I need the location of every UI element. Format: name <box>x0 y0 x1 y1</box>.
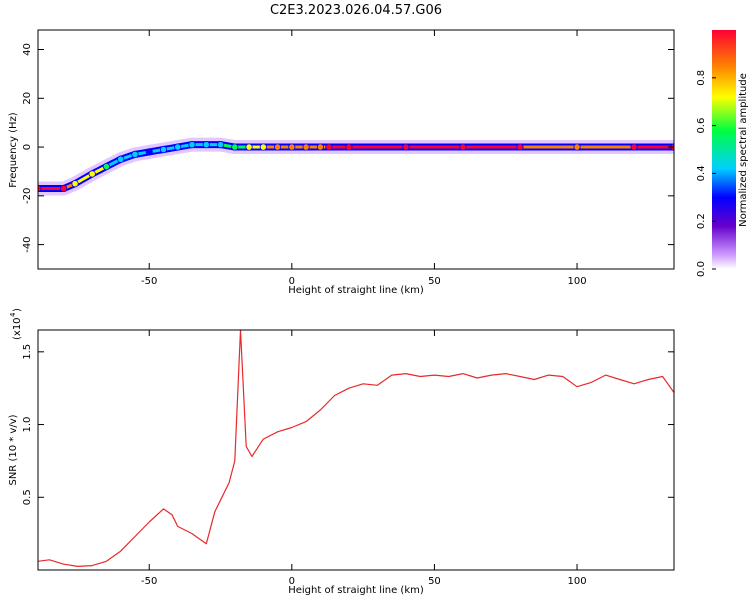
snr-x-tick-label: 0 <box>289 576 295 587</box>
spectrogram-x-axis-label: Height of straight line (km) <box>288 285 424 296</box>
snr-x-tick-label: 100 <box>567 576 586 587</box>
spectrogram-ridge-point <box>60 184 68 193</box>
spectrogram-y-tick-label: 0 <box>22 144 33 150</box>
snr-y-tick-label: 0.5 <box>22 489 33 505</box>
snr-plot-area <box>38 330 674 568</box>
spectrogram-ridge-point <box>174 143 182 151</box>
spectrogram-y-tick-label: -40 <box>22 236 33 252</box>
spectrogram-ridge-point <box>516 143 524 151</box>
spectrogram-y-tick-label: 40 <box>22 43 33 56</box>
snr-scale-note: (x10 4 ) <box>9 308 23 340</box>
snr-scale-exponent: 4 <box>9 312 17 317</box>
spectrogram-x-tick-label: 50 <box>428 276 441 287</box>
spectrogram-ridge-point <box>88 170 96 178</box>
spectrogram-ridge-point <box>159 145 168 154</box>
spectrogram-ridge-point <box>245 143 253 151</box>
snr-y-axis-label: SNR (10 * v/v) <box>8 414 19 485</box>
spectrogram-ridge-point <box>316 143 324 151</box>
spectrogram-ridge-point <box>202 141 210 149</box>
spectrogram-ridge-point <box>288 143 296 151</box>
spectrogram-x-tick-label: 100 <box>567 276 586 287</box>
snr-panel: -50 0 50 100 0.5 1.0 1.5 Height of straight li… <box>8 308 675 596</box>
spectrogram-y-tick-label: 20 <box>22 92 33 105</box>
colorbar-tick-label: 0.6 <box>696 118 707 134</box>
snr-y-tick-label: 1.0 <box>22 417 33 433</box>
spectrogram-plot-area <box>38 137 674 196</box>
colorbar: 0.0 0.2 0.4 0.6 0.8 Normalized spectral ampl… <box>696 30 749 277</box>
snr-x-tick-label: -50 <box>141 576 157 587</box>
spectrogram-ridge-point <box>345 143 353 151</box>
spectrogram-ridge-point <box>145 148 153 156</box>
spectrogram-ridge-point <box>325 143 333 151</box>
chart-title: C2E3.2023.026.04.57.G06 <box>270 3 442 18</box>
snr-x-axis-label: Height of straight line (km) <box>288 585 424 596</box>
spectrogram-frame <box>37 29 675 270</box>
spectrogram-ridge-point <box>273 143 282 151</box>
spectrogram-ridge-point <box>38 184 42 193</box>
snr-scale-base: (x10 <box>12 317 23 340</box>
colorbar-tick-label: 0.4 <box>696 165 707 181</box>
spectrogram-ridge-point <box>216 141 225 149</box>
spectrogram-ridge-point <box>188 141 196 149</box>
spectrogram-ridge-point <box>573 143 581 151</box>
spectrogram-y-axis-label: Frequency (Hz) <box>8 112 19 188</box>
spectrogram-panel: -50 0 50 100 -40 -20 0 20 40 Height of straight … <box>8 29 675 296</box>
colorbar-tick-label: 0.2 <box>696 213 707 229</box>
spectrogram-ridge-point <box>131 150 139 158</box>
spectrogram-ridge-point <box>459 143 467 151</box>
colorbar-tick-label: 0.0 <box>696 261 707 277</box>
colorbar-ticks: 0.0 0.2 0.4 0.6 0.8 <box>696 70 716 277</box>
colorbar-tick-label: 0.8 <box>696 70 707 86</box>
colorbar-gradient <box>712 30 736 269</box>
colorbar-label: Normalized spectral amplitude <box>738 73 749 227</box>
spectrogram-x-tick-label: -50 <box>141 276 157 287</box>
spectrogram-ridge-point <box>71 180 79 188</box>
snr-ticks: -50 0 50 100 0.5 1.0 1.5 <box>22 330 674 587</box>
spectrogram-ridge-point <box>117 155 125 163</box>
spectrogram-ridge-point <box>302 143 310 151</box>
spectrogram-ridge-point <box>402 143 410 151</box>
spectrogram-ridge-point <box>630 143 638 151</box>
spectrogram-ridge-point <box>259 143 267 151</box>
snr-x-tick-label: 50 <box>428 576 441 587</box>
spectrogram-ridge-point <box>231 143 239 151</box>
snr-y-tick-label: 1.5 <box>22 344 33 360</box>
spectrogram-ridge-point <box>102 162 111 171</box>
snr-series-line <box>38 330 674 568</box>
spectrogram-ticks: -50 0 50 100 -40 -20 0 20 40 <box>22 30 674 287</box>
spectrogram-y-tick-label: -20 <box>22 188 33 204</box>
snr-scale-close: ) <box>12 308 23 312</box>
snr-frame <box>37 329 675 571</box>
spectrogram-x-tick-label: 0 <box>289 276 295 287</box>
